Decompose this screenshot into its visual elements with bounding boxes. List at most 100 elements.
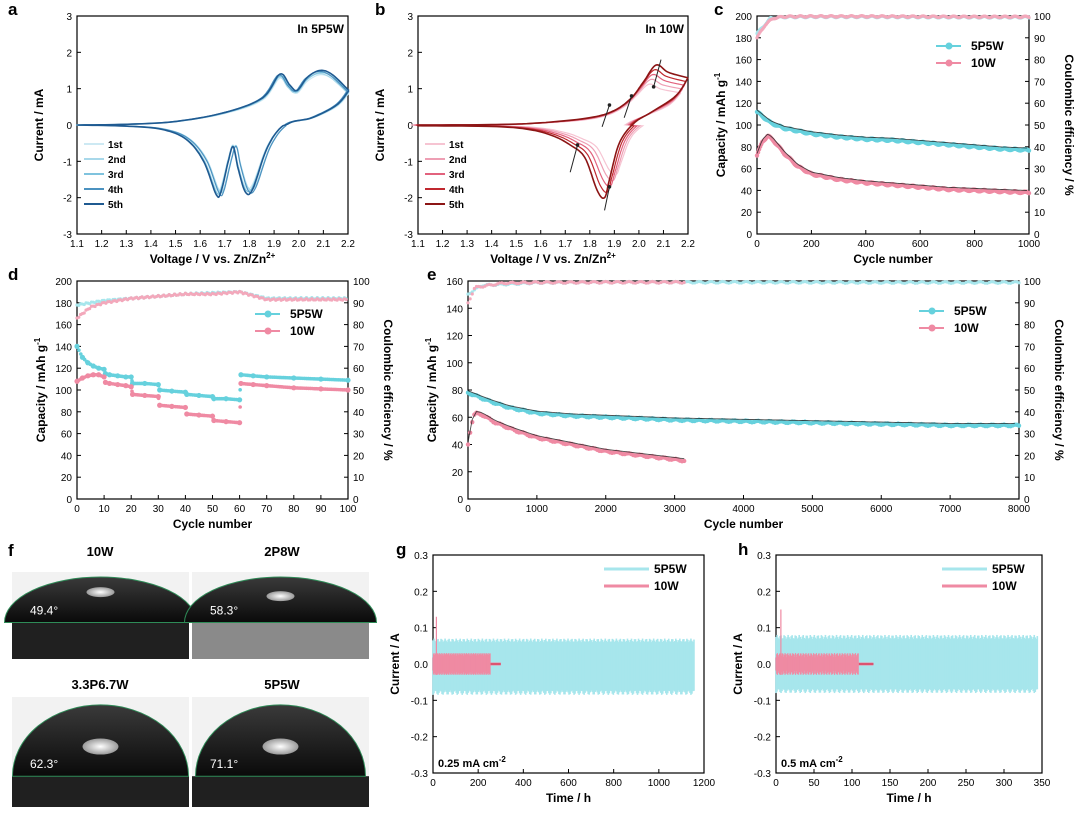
legend-entry: 5P5W — [992, 562, 1025, 576]
data-point — [82, 311, 86, 315]
x-axis-label: Voltage / V vs. Zn/Zn2+ — [150, 251, 276, 266]
x-tick-label: 400 — [515, 778, 532, 789]
y-tick-label: -0.1 — [411, 696, 429, 707]
sample-label: 10W — [87, 544, 114, 559]
data-point — [470, 292, 474, 296]
x-tick-label: 0 — [465, 504, 471, 515]
x-tick-label: 1.6 — [534, 239, 548, 250]
contact-angle-value: 62.3° — [30, 757, 58, 771]
black-trace — [756, 109, 1027, 149]
y-tick-label: 160 — [735, 56, 752, 67]
y-tick-label: 180 — [55, 299, 72, 310]
x-tick-label: 50 — [207, 504, 219, 515]
chart-e: 0 1000 2000 3000 4000 5000 6000 7000 80000204060… — [424, 265, 1066, 531]
y2-tick-label: 0 — [1034, 230, 1040, 241]
y-tick-label: 80 — [452, 386, 464, 397]
trend-arrowhead — [607, 103, 612, 107]
x-tick-label: 80 — [288, 504, 300, 515]
y-tick-label: 140 — [55, 342, 72, 353]
contact-angle-image-0: 10W 49.4° — [3, 544, 198, 659]
y-tick-label: 1 — [66, 85, 72, 96]
y-tick-label: 140 — [735, 77, 752, 88]
y2-tick-label: 60 — [353, 364, 365, 375]
trend-arrowhead — [575, 143, 580, 147]
data-point — [681, 458, 687, 464]
x-tick-label: 3000 — [664, 504, 687, 515]
y2-tick-label: 50 — [1034, 121, 1046, 132]
data-point — [183, 405, 187, 410]
data-point — [101, 367, 106, 371]
legend-entry: 10W — [290, 324, 315, 338]
y-tick-label: 1 — [407, 85, 413, 96]
y-tick-label: 2 — [66, 48, 72, 59]
y2-tick-label: 30 — [353, 430, 365, 441]
x-tick-label: 1.1 — [411, 239, 425, 250]
x-tick-label: 1000 — [526, 504, 549, 515]
chart-a: 1.1 1.2 1.3 1.4 1.5 1.6 1.7 1.8 1.9 2.0 2.1 2.2 -3 -2… — [8, 0, 355, 266]
data-point — [130, 389, 134, 394]
x-tick-label: 1.3 — [119, 239, 133, 250]
x-tick-label: 1.9 — [267, 239, 281, 250]
x-tick-label: 5000 — [801, 504, 824, 515]
x-tick-label: 7000 — [939, 504, 962, 515]
legend-marker — [928, 324, 936, 332]
x-tick-label: 8000 — [1008, 504, 1031, 515]
y2-tick-label: 60 — [1034, 99, 1046, 110]
x-tick-label: 200 — [803, 239, 820, 250]
x-tick-label: 1.3 — [460, 239, 474, 250]
data-point — [472, 286, 476, 291]
y2-tick-label: 90 — [1034, 34, 1046, 45]
y2-tick-label: 70 — [1024, 342, 1036, 353]
data-point — [1017, 281, 1021, 285]
panel-letter-h: h — [738, 540, 748, 559]
legend-entry: 3rd — [108, 170, 124, 181]
data-point — [77, 348, 81, 353]
droplet-highlight — [86, 587, 115, 598]
inset-label: In 5P5W — [297, 22, 344, 36]
x-tick-label: 1.5 — [509, 239, 523, 250]
droplet-highlight — [262, 738, 299, 755]
y-tick-label: -1 — [63, 157, 72, 168]
x-tick-label: 1.2 — [436, 239, 450, 250]
y2-tick-label: 30 — [1024, 430, 1036, 441]
trend-arrow — [601, 104, 610, 127]
chart-c: 0 200 400 600 800 100002040608010012014016018… — [713, 0, 1076, 266]
y-tick-label: 100 — [735, 121, 752, 132]
panel-letter-e: e — [427, 265, 436, 284]
y-tick-label: 140 — [446, 304, 463, 315]
y-tick-label: 0.2 — [757, 587, 771, 598]
x-axis-label: Cycle number — [853, 252, 933, 266]
x-axis-label: Cycle number — [704, 517, 784, 531]
x-tick-label: 2.2 — [681, 239, 695, 250]
y2-tick-label: 80 — [1034, 56, 1046, 67]
x-tick-label: 2.0 — [292, 239, 306, 250]
y2-axis-label: Coulombic efficiency / % — [1062, 54, 1076, 196]
y-tick-label: 80 — [741, 143, 753, 154]
panel-letter-b: b — [375, 0, 385, 19]
legend-entry: 10W — [992, 579, 1017, 593]
legend-entry: 2nd — [449, 155, 467, 166]
x-tick-label: 300 — [996, 778, 1013, 789]
y-axis-label-main: Capacity / mAh g — [714, 80, 728, 177]
x-tick-label: 800 — [966, 239, 983, 250]
x-axis-label-sup: 2+ — [266, 251, 275, 260]
y-axis-label: Current / A — [731, 633, 745, 695]
data-point — [101, 374, 106, 379]
y-tick-label: 160 — [446, 277, 463, 288]
data-point — [128, 384, 132, 389]
data-point — [77, 315, 81, 319]
x-tick-label: 1.2 — [95, 239, 109, 250]
panel-letter-f: f — [8, 541, 14, 560]
x-tick-label: 1000 — [1018, 239, 1041, 250]
x-tick-label: 1.6 — [193, 239, 207, 250]
x-tick-label: 20 — [126, 504, 138, 515]
y-tick-label: 0.0 — [757, 660, 771, 671]
x-tick-label: 1.5 — [169, 239, 183, 250]
y-tick-label: 20 — [741, 208, 753, 219]
x-tick-label: 600 — [912, 239, 929, 250]
inset-label-sup: -2 — [499, 755, 507, 764]
data-point — [1027, 15, 1031, 20]
y-tick-label: 60 — [741, 165, 753, 176]
x-tick-label: 400 — [857, 239, 874, 250]
